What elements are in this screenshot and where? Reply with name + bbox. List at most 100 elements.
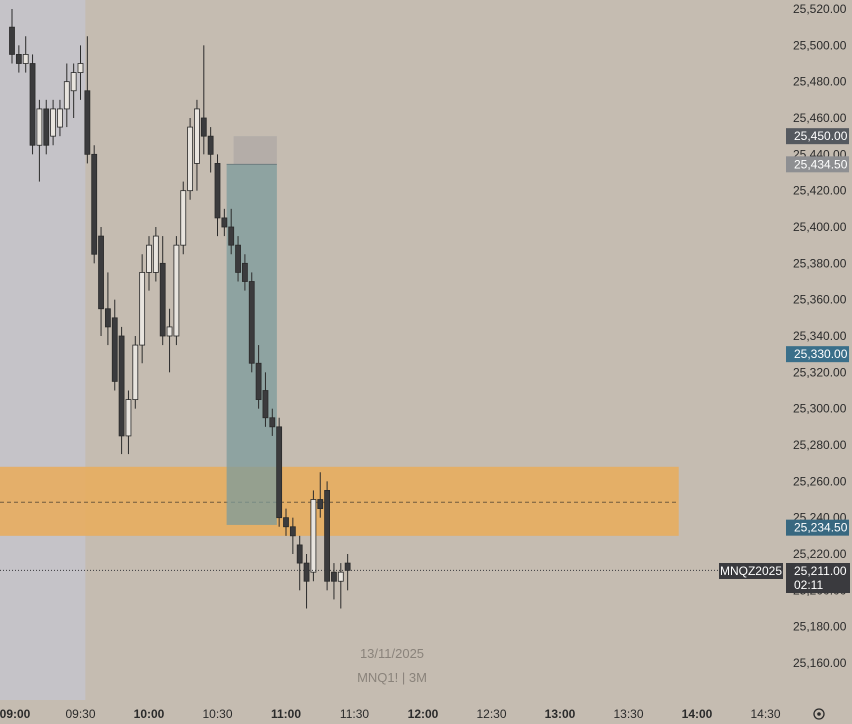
price-tags: 25,450.00 25,434.50 25,330.00 25,234.50 [786,128,849,536]
candle-body [77,63,84,73]
time-tick-label: 11:30 [340,707,369,721]
gear-icon[interactable] [813,708,825,720]
candle [248,272,255,373]
candle [57,99,63,137]
candle [105,272,111,346]
time-tick-label: 09:00 [0,707,31,721]
candle [166,308,173,373]
candle-body [276,426,283,519]
candle [125,390,132,455]
price-tick-label: 25,460.00 [793,111,847,125]
price-tick-label: 25,500.00 [793,38,847,52]
candle-body [57,108,63,128]
candle-body [269,417,276,428]
last-price-label: MNQZ2025 25,211.00 02:11 [719,563,850,593]
candle-body [91,153,98,255]
candle [146,236,152,291]
candle [91,145,98,264]
session-shade-rect [0,0,86,700]
fvg-zone-rect [0,466,679,536]
candle [22,36,29,73]
candle-body [221,217,228,228]
candle [296,535,303,591]
candle [255,345,262,409]
price-tick-label: 25,160.00 [793,656,847,670]
candle [214,154,221,237]
candle-body [15,54,22,64]
position-stop-zone[interactable] [233,136,277,165]
time-tick-label: 13:00 [545,707,576,721]
price-tag-bg [786,156,849,173]
candle [111,299,118,391]
candle-body [22,54,29,64]
candle-body [173,244,180,337]
time-tick-label: 10:30 [202,707,232,721]
candle-body [180,190,187,246]
price-axis[interactable]: 25,520.00 25,500.00 25,480.00 25,460.00 25,4… [793,2,847,670]
candle-body [248,281,255,364]
price-tick-label: 25,280.00 [793,438,847,452]
candle [152,227,159,282]
price-tag-label: 25,434.50 [794,157,848,171]
price-tag-label: 25,234.50 [794,521,848,535]
last-price-value: 25,211.00 [794,564,847,578]
candle-body [139,272,146,346]
time-tick-label: 12:30 [476,707,506,721]
candle-body [289,526,296,537]
candle [228,208,235,255]
candle-body [235,244,241,273]
candle-body [105,308,111,328]
candle [207,127,214,173]
candle-body [9,26,15,55]
settings-button[interactable] [813,708,825,720]
symbol-tag: MNQZ2025 [720,564,782,578]
time-tick-label: 14:00 [682,707,713,721]
price-tick-label: 25,180.00 [793,620,847,634]
candle [139,254,146,364]
candle-body [50,108,56,137]
candle [324,481,331,591]
candle [235,236,241,282]
candle [303,554,310,609]
candle-body [337,571,344,582]
bar-countdown: 02:11 [794,578,823,592]
candle [187,118,194,200]
session-shade [0,0,86,700]
candle-body [241,262,248,282]
gear-icon-center [817,712,821,716]
symbol-tag-bg [719,563,783,579]
candle [173,236,180,346]
candle-body [324,490,331,582]
candle-body [331,571,337,582]
price-tag-label: 25,330.00 [794,347,848,361]
candle-body [146,244,152,273]
candle [200,45,207,155]
candle-body [194,108,200,164]
candle [317,472,324,518]
candle-body [187,126,194,192]
price-tick-label: 25,380.00 [793,256,847,270]
time-axis[interactable]: 09:00 09:30 10:00 10:30 11:00 11:30 12:00 12:30… [0,707,781,721]
candle-body [317,499,324,509]
candle-body [228,226,235,246]
price-tick-label: 25,320.00 [793,365,847,379]
candle [194,99,200,191]
candle-body [63,81,70,110]
candle-body [98,235,104,310]
candle-body [152,235,159,273]
candle [63,63,70,128]
price-tag-label: 25,450.00 [794,129,848,143]
last-price-tag-bg [786,563,850,593]
candle-body [303,562,310,582]
candle [221,208,228,237]
candle [337,563,344,609]
candle [310,490,317,582]
candle [9,9,15,64]
candle-body [214,163,221,219]
time-tick-label: 09:30 [65,707,95,721]
candle-body [84,90,91,155]
candle [262,372,269,427]
candle-body [111,317,118,382]
candle [50,99,56,146]
